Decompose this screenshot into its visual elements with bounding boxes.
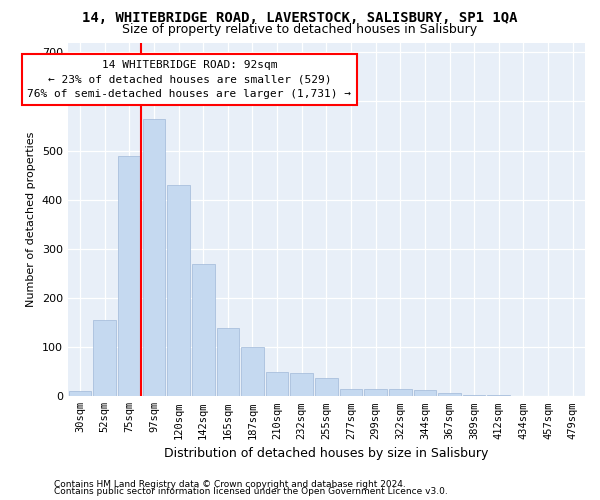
X-axis label: Distribution of detached houses by size in Salisbury: Distribution of detached houses by size … (164, 447, 488, 460)
Bar (438, 393, 461, 396)
Text: 14 WHITEBRIDGE ROAD: 92sqm
← 23% of detached houses are smaller (529)
76% of sem: 14 WHITEBRIDGE ROAD: 92sqm ← 23% of deta… (27, 60, 351, 100)
Bar (315, 378, 338, 396)
Bar (290, 373, 313, 396)
Bar (241, 347, 264, 397)
Bar (413, 390, 436, 396)
Bar (364, 389, 387, 396)
Text: Size of property relative to detached houses in Salisbury: Size of property relative to detached ho… (122, 24, 478, 36)
Bar (94, 320, 116, 396)
Bar (192, 264, 215, 396)
Bar (340, 389, 362, 396)
Bar (266, 372, 289, 396)
Bar (118, 156, 140, 396)
Text: 14, WHITEBRIDGE ROAD, LAVERSTOCK, SALISBURY, SP1 1QA: 14, WHITEBRIDGE ROAD, LAVERSTOCK, SALISB… (82, 11, 518, 25)
Bar (389, 389, 412, 396)
Bar (463, 395, 485, 396)
Bar (143, 118, 165, 396)
Bar (217, 328, 239, 396)
Bar (167, 185, 190, 396)
Y-axis label: Number of detached properties: Number of detached properties (26, 132, 36, 307)
Bar (69, 392, 91, 396)
Text: Contains public sector information licensed under the Open Government Licence v3: Contains public sector information licen… (54, 488, 448, 496)
Text: Contains HM Land Registry data © Crown copyright and database right 2024.: Contains HM Land Registry data © Crown c… (54, 480, 406, 489)
